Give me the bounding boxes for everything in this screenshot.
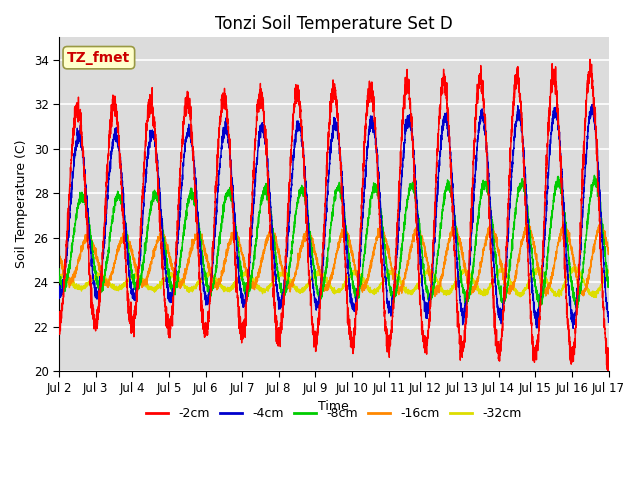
-8cm	[154, 196, 161, 202]
-16cm	[605, 248, 612, 254]
-8cm	[605, 284, 612, 289]
Line: -32cm: -32cm	[59, 265, 609, 298]
-32cm	[534, 263, 542, 268]
-16cm	[559, 219, 566, 225]
-2cm	[154, 179, 161, 185]
-4cm	[55, 289, 63, 295]
-32cm	[604, 269, 612, 275]
Line: -4cm: -4cm	[59, 105, 609, 328]
Y-axis label: Soil Temperature (C): Soil Temperature (C)	[15, 140, 28, 268]
-16cm	[457, 245, 465, 251]
Title: Tonzi Soil Temperature Set D: Tonzi Soil Temperature Set D	[215, 15, 452, 33]
-2cm	[604, 364, 612, 370]
-4cm	[488, 231, 496, 237]
-32cm	[154, 284, 161, 290]
-4cm	[604, 310, 612, 315]
-16cm	[431, 293, 439, 299]
-2cm	[604, 372, 612, 378]
-2cm	[488, 264, 496, 270]
-8cm	[488, 222, 496, 228]
-32cm	[426, 270, 434, 276]
-8cm	[572, 305, 580, 311]
-2cm	[586, 57, 594, 62]
Line: -2cm: -2cm	[59, 60, 609, 375]
-4cm	[426, 300, 434, 305]
-8cm	[55, 266, 63, 272]
-8cm	[457, 271, 465, 277]
-2cm	[55, 310, 63, 316]
X-axis label: Time: Time	[318, 400, 349, 413]
-4cm	[570, 325, 577, 331]
-8cm	[591, 172, 598, 178]
-32cm	[314, 271, 321, 276]
-2cm	[426, 299, 434, 304]
Line: -16cm: -16cm	[59, 222, 609, 296]
-16cm	[426, 275, 434, 281]
-4cm	[588, 102, 596, 108]
Text: TZ_fmet: TZ_fmet	[67, 51, 131, 65]
-8cm	[604, 278, 612, 284]
-8cm	[314, 284, 321, 290]
-32cm	[457, 269, 465, 275]
-4cm	[314, 299, 321, 305]
Legend: -2cm, -4cm, -8cm, -16cm, -32cm: -2cm, -4cm, -8cm, -16cm, -32cm	[141, 402, 527, 425]
-32cm	[55, 274, 63, 279]
-16cm	[604, 248, 612, 253]
-2cm	[314, 336, 321, 341]
-32cm	[605, 268, 612, 274]
Line: -8cm: -8cm	[59, 175, 609, 308]
-16cm	[55, 251, 63, 257]
-4cm	[457, 300, 465, 306]
-2cm	[457, 333, 465, 338]
-4cm	[605, 319, 612, 325]
-16cm	[314, 260, 321, 266]
-4cm	[154, 162, 161, 168]
-16cm	[488, 222, 496, 228]
-8cm	[426, 301, 434, 307]
-32cm	[488, 278, 496, 284]
-32cm	[593, 295, 600, 300]
-16cm	[154, 239, 161, 244]
-2cm	[605, 361, 612, 367]
